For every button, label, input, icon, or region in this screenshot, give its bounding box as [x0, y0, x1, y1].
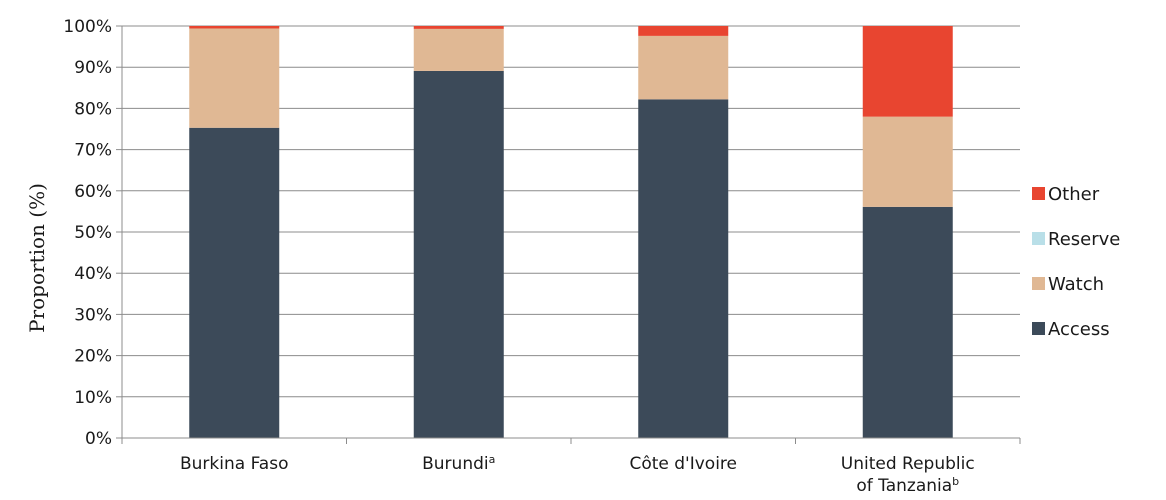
y-tick-labels: 0% 10% 20% 30% 40% 50% 60% 70% 80% 90% 100%	[63, 17, 112, 449]
bar-segment-access	[638, 99, 729, 438]
y-tick-label: 30%	[74, 305, 112, 325]
y-tick-label: 100%	[63, 17, 112, 37]
legend-label: Access	[1048, 319, 1110, 340]
y-tick-label: 10%	[74, 388, 112, 408]
legend-item-watch: Watch	[1032, 274, 1104, 295]
legend-swatch	[1032, 322, 1045, 335]
legend-label: Other	[1048, 184, 1100, 205]
legend-swatch	[1032, 277, 1045, 290]
bar-segment-watch	[862, 116, 953, 207]
y-tick-label: 70%	[74, 141, 112, 161]
bar-segment-other	[189, 26, 280, 29]
bar-segment-watch	[189, 28, 280, 128]
x-category-label: Burundia	[422, 453, 495, 475]
legend-item-reserve: Reserve	[1032, 229, 1120, 250]
bar-segment-other	[862, 26, 953, 117]
legend-label: Reserve	[1048, 229, 1120, 250]
y-tick-label: 80%	[74, 99, 112, 119]
y-axis-label: Proportion (%)	[25, 183, 49, 333]
legend-swatch	[1032, 232, 1045, 245]
bar-segment-other	[638, 26, 729, 36]
legend: Other Reserve Watch Access	[1032, 184, 1120, 340]
axes	[116, 25, 1021, 444]
legend-item-access: Access	[1032, 319, 1110, 340]
legend-swatch	[1032, 187, 1045, 200]
y-tick-label: 60%	[74, 182, 112, 202]
legend-item-other: Other	[1032, 184, 1100, 205]
bars	[189, 26, 953, 439]
bar-segment-watch	[638, 35, 729, 100]
y-tick-label: 90%	[74, 58, 112, 78]
x-category-label: United Republic of Tanzaniab	[841, 454, 975, 496]
bar-segment-access	[189, 127, 280, 438]
bar-segment-other	[413, 26, 504, 29]
x-category-labels: Burkina Faso Burundia Côte d'Ivoire United …	[180, 453, 975, 497]
y-tick-label: 0%	[85, 429, 112, 449]
bar-segment-watch	[413, 28, 504, 71]
bar-segment-access	[862, 206, 953, 438]
y-tick-label: 50%	[74, 223, 112, 243]
y-tick-label: 20%	[74, 347, 112, 367]
bar-segment-access	[413, 70, 504, 439]
y-tick-label: 40%	[74, 264, 112, 284]
x-category-label: Côte d'Ivoire	[629, 454, 737, 474]
x-category-label: Burkina Faso	[180, 454, 288, 474]
legend-label: Watch	[1048, 274, 1104, 295]
